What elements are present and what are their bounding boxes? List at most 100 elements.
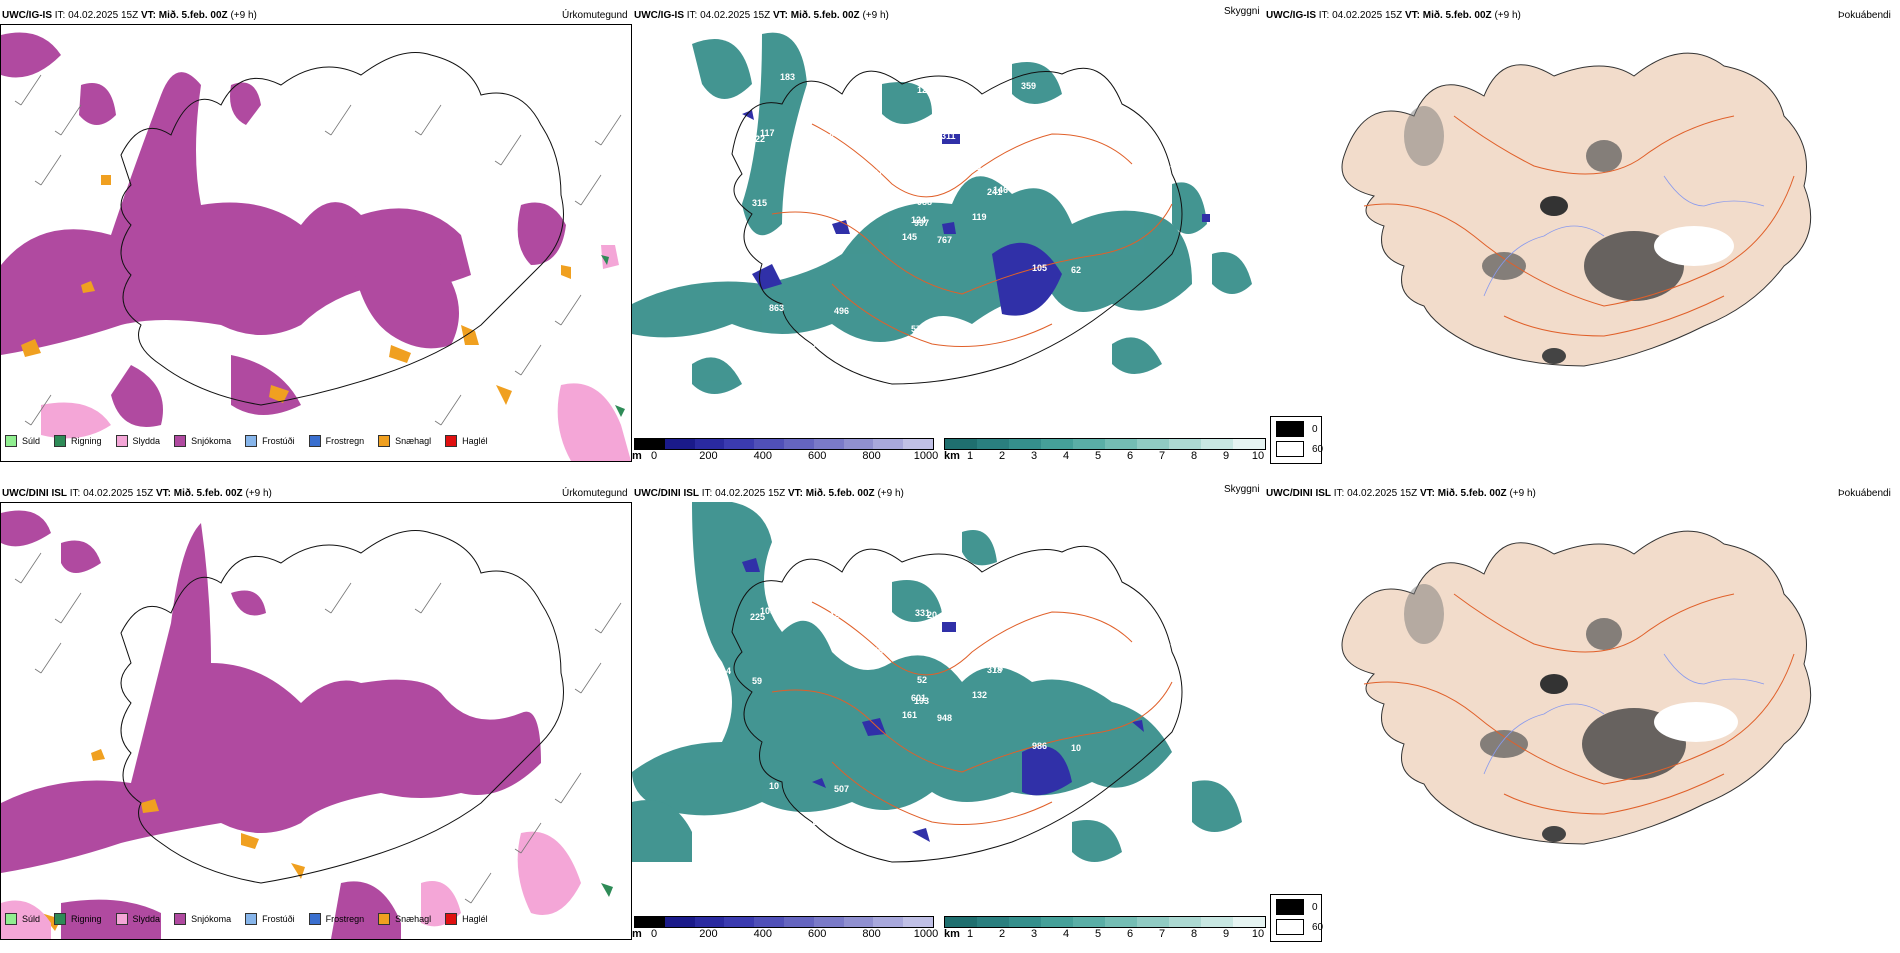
graupel-areas xyxy=(21,175,571,405)
visibility-map: 767 622 997 533 241 496 359 311 321 119 183 133 315 1… xyxy=(632,24,1262,430)
colorbar-tick-label: 7 xyxy=(1158,928,1166,940)
colorbar-tick-label: 2 xyxy=(998,450,1006,462)
swatch xyxy=(5,913,17,925)
colorbar-cell xyxy=(754,917,784,927)
colorbar-tick-label: 1000 xyxy=(913,928,939,940)
colorbar-ticks: 1 2 3 4 5 6 7 8 9 10 xyxy=(944,450,1264,464)
cloud-base-label: 601 xyxy=(911,693,926,703)
precip-type-map: Súld Rigning Slydda Snjókoma Frostúði Fr… xyxy=(0,24,632,462)
cloud-base-label: 311 xyxy=(941,131,956,141)
cloud-base-label: 70 xyxy=(1064,576,1074,586)
swatch xyxy=(445,913,458,925)
cloud-base-label: 165 xyxy=(1162,844,1177,854)
swatch xyxy=(308,435,321,447)
colorbar-cell xyxy=(903,439,933,449)
cloud-base-label: 139 xyxy=(731,815,746,825)
cloud-base-label: 12 xyxy=(917,563,927,573)
cloud-base-label: 507 xyxy=(834,784,849,794)
colorbar-cell xyxy=(903,917,933,927)
init-time: 04.02.2025 15Z xyxy=(68,10,139,21)
legend-item: Slydda xyxy=(115,913,160,925)
colorbar-cell xyxy=(873,917,904,927)
cloud-base-label: 10 xyxy=(769,781,779,791)
cloud-base-label: 241 xyxy=(987,187,1002,197)
legend-item: Frostregn xyxy=(308,435,364,447)
colorbar-tick-label: 800 xyxy=(862,450,881,462)
iceland-outline xyxy=(731,545,1183,863)
colorbar-tick-label: 3 xyxy=(1030,450,1038,462)
legend-item: 60 xyxy=(1276,919,1323,935)
model-name: UWC/DINI ISL xyxy=(2,488,67,499)
valid-time: Mið. 5.feb. 00Z xyxy=(173,488,243,499)
legend-item: Frostregn xyxy=(308,913,364,925)
roads xyxy=(771,123,1173,347)
colorbar-cell xyxy=(813,917,844,927)
wind-barbs xyxy=(14,74,622,426)
swatch xyxy=(1276,899,1304,915)
cloud-base-label: 18 xyxy=(824,132,834,142)
legend-item: 60 xyxy=(1276,441,1323,457)
colorbar-tick-label: 7 xyxy=(1158,450,1166,462)
legend-item: Snæhagl xyxy=(378,435,431,447)
legend-item: Snjókoma xyxy=(174,435,231,447)
colorbar-cell xyxy=(945,917,977,927)
legend-item: Snjókoma xyxy=(174,913,231,925)
colorbar-tick-label: 9 xyxy=(1222,450,1230,462)
panel-title: Skyggni xyxy=(1224,484,1260,495)
colorbar-ticks: 1 2 3 4 5 6 7 8 9 10 xyxy=(944,928,1264,942)
cloud-base-label: 331 xyxy=(915,608,930,618)
panel-title: Úrkomutegund xyxy=(562,488,628,499)
colorbar-cell xyxy=(1073,917,1105,927)
legend-item: Rigning xyxy=(54,435,102,447)
cloud-base-label: 20 xyxy=(927,610,937,620)
cloud-base-label: 101 xyxy=(1170,117,1185,127)
colorbar-cell xyxy=(724,439,755,449)
swatch xyxy=(54,913,67,925)
colorbar-cell xyxy=(754,439,784,449)
cloud-base-label: 321 xyxy=(1028,107,1043,117)
panel-header: UWC/DINI ISL IT: 04.02.2025 15Z VT: Mið.… xyxy=(2,488,272,499)
colorbar-cell xyxy=(1137,917,1169,927)
legend-item: Súld xyxy=(5,435,40,447)
swatch xyxy=(115,435,128,447)
cloud-base-label: 132 xyxy=(972,690,987,700)
roads xyxy=(771,601,1173,825)
panel-title: Skyggni xyxy=(1224,6,1260,17)
panel-header: UWC/DINI ISL IT: 04.02.2025 15Z VT: Mið.… xyxy=(634,488,904,499)
cloud-base-label: 359 xyxy=(1021,81,1036,91)
swatch xyxy=(245,913,258,925)
swatch xyxy=(1276,421,1304,437)
lead-time: (+9 h) xyxy=(245,488,272,499)
colorbar-cell xyxy=(1169,917,1201,927)
swatch xyxy=(174,913,187,925)
fog-panel: UWC/IG-IS IT: 04.02.2025 15Z VT: Mið. 5.… xyxy=(1264,0,1900,470)
model-name: UWC/IG-IS xyxy=(2,10,52,21)
colorbar-cell xyxy=(813,439,844,449)
cloud-base-label: 62 xyxy=(1071,265,1081,275)
cloud-base-label: 124 xyxy=(911,215,926,225)
colorbar-tick-label: 4 xyxy=(1062,928,1070,940)
cloud-base-label: 734 xyxy=(777,849,792,859)
colorbar-cell xyxy=(1233,439,1265,449)
colorbar-cell xyxy=(664,439,695,449)
colorbar-cell xyxy=(1105,439,1137,449)
colorbar-cell xyxy=(664,917,695,927)
precip-type-legend: Súld Rigning Slydda Snjókoma Frostúði Fr… xyxy=(5,435,488,447)
cloud-base-label: 55 xyxy=(1170,160,1180,170)
cloud-base-label: 145 xyxy=(902,232,917,242)
panel-header: UWC/IG-IS IT: 04.02.2025 15Z VT: Mið. 5.… xyxy=(634,10,889,21)
low-visibility-areas xyxy=(632,502,1242,862)
cloud-base-label: 105 xyxy=(760,606,775,616)
cloud-base-label: 328 xyxy=(1028,146,1043,156)
roads xyxy=(1363,115,1795,337)
cloud-base-label: 105 xyxy=(1032,263,1047,273)
sleet-areas xyxy=(41,245,631,461)
panel-title: Þokuábendi xyxy=(1838,10,1891,21)
precip-type-map: Súld Rigning Slydda Snjókoma Frostúði Fr… xyxy=(0,502,632,940)
cloud-base-label: 863 xyxy=(769,303,784,313)
legend-item: 0 xyxy=(1276,899,1318,915)
cloud-base-label: 10 xyxy=(1071,743,1081,753)
lead-time: (+9 h) xyxy=(230,10,257,21)
cloud-base-label: 759 xyxy=(780,550,795,560)
valid-time: Mið. 5.feb. 00Z xyxy=(1422,10,1492,21)
